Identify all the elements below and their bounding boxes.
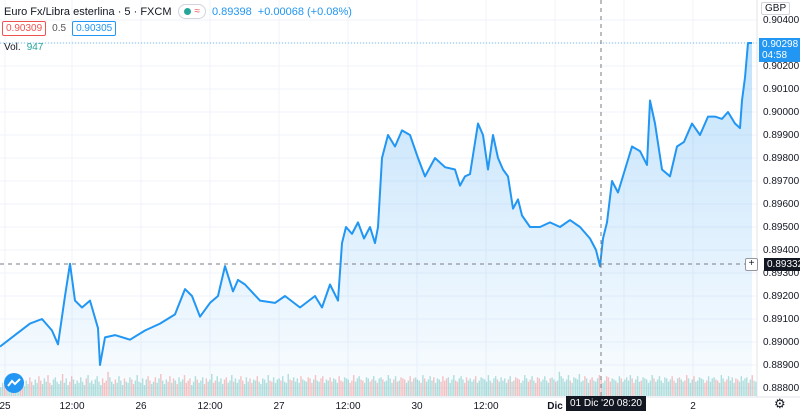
sell-price-button[interactable]: 0.90309 <box>2 21 47 36</box>
spread-value: 0.5 <box>52 23 67 34</box>
symbol-title[interactable]: Euro Fx/Libra esterlina · 5 · FXCM <box>4 5 172 18</box>
price-tick-label: 0.89800 <box>763 153 800 164</box>
price-tick-label: 0.89700 <box>763 176 800 187</box>
time-tick-label: 12:00 <box>335 401 360 412</box>
time-tick-label: 30 <box>411 401 423 412</box>
price-line <box>0 42 752 366</box>
volume-label: Vol. <box>4 42 21 53</box>
price-tick-label: 0.90100 <box>763 84 800 95</box>
wave-icon: ≈ <box>194 6 201 17</box>
price-tick-label: 0.88900 <box>763 360 800 371</box>
chart-legend: Euro Fx/Libra esterlina · 5 · FXCM ≈ 0.8… <box>4 4 352 19</box>
quote-boxes: 0.90309 0.5 0.90305 <box>2 21 117 36</box>
last-price: 0.89398 <box>212 5 252 18</box>
price-tick-label: 0.89900 <box>763 130 800 141</box>
price-axis[interactable]: 0.904000.903000.902000.901000.900000.899… <box>763 15 800 394</box>
market-open-dot-icon <box>183 8 191 15</box>
volume-bar <box>753 380 755 396</box>
volume-value: 947 <box>26 42 44 53</box>
time-tick-label: 25 <box>0 401 11 412</box>
gear-icon[interactable]: ⚙ <box>774 396 786 411</box>
price-area-fill <box>0 43 752 397</box>
buy-price-button[interactable]: 0.90305 <box>72 21 117 36</box>
tradingview-logo-icon[interactable] <box>4 373 24 393</box>
market-status-pill[interactable]: ≈ <box>177 4 206 19</box>
time-tick-label: Dic <box>547 401 563 412</box>
price-tick-label: 0.89000 <box>763 337 800 348</box>
volume-legend[interactable]: Vol. 947 <box>4 42 43 53</box>
time-tick-label: 27 <box>273 401 285 412</box>
price-change: +0.00068 (+0.08%) <box>257 5 352 18</box>
bar-countdown: 04:58 <box>762 50 788 61</box>
price-tick-label: 0.90400 <box>763 15 800 26</box>
price-tick-label: 0.89500 <box>763 222 800 233</box>
last-price-tag-value: 0.90298 <box>762 39 799 50</box>
time-tick-label: 2 <box>690 401 696 412</box>
price-tick-label: 0.89400 <box>763 245 800 256</box>
crosshair-price-tag: 0.89332 <box>764 258 800 271</box>
price-tick-label: 0.89600 <box>763 199 800 210</box>
price-tick-label: 0.89100 <box>763 314 800 325</box>
add-plus-icon[interactable]: + <box>745 258 758 271</box>
price-tick-label: 0.89200 <box>763 291 800 302</box>
price-tick-label: 0.88800 <box>763 383 800 394</box>
price-tick-label: 0.90000 <box>763 107 800 118</box>
currency-label[interactable]: GBP <box>761 2 791 15</box>
crosshair-time-tag: 01 Dic '20 08:20 <box>566 396 646 411</box>
time-tick-label: 12:00 <box>59 401 84 412</box>
price-tick-label: 0.90200 <box>763 61 800 72</box>
volume-bar <box>751 375 753 396</box>
price-tick-label: 0.89300 <box>763 268 800 279</box>
time-tick-label: 26 <box>135 401 147 412</box>
volume-bar <box>755 381 757 396</box>
time-tick-label: 12:00 <box>473 401 498 412</box>
time-tick-label: 12:00 <box>197 401 222 412</box>
last-price-tag: 0.90298 04:58 <box>759 38 800 62</box>
